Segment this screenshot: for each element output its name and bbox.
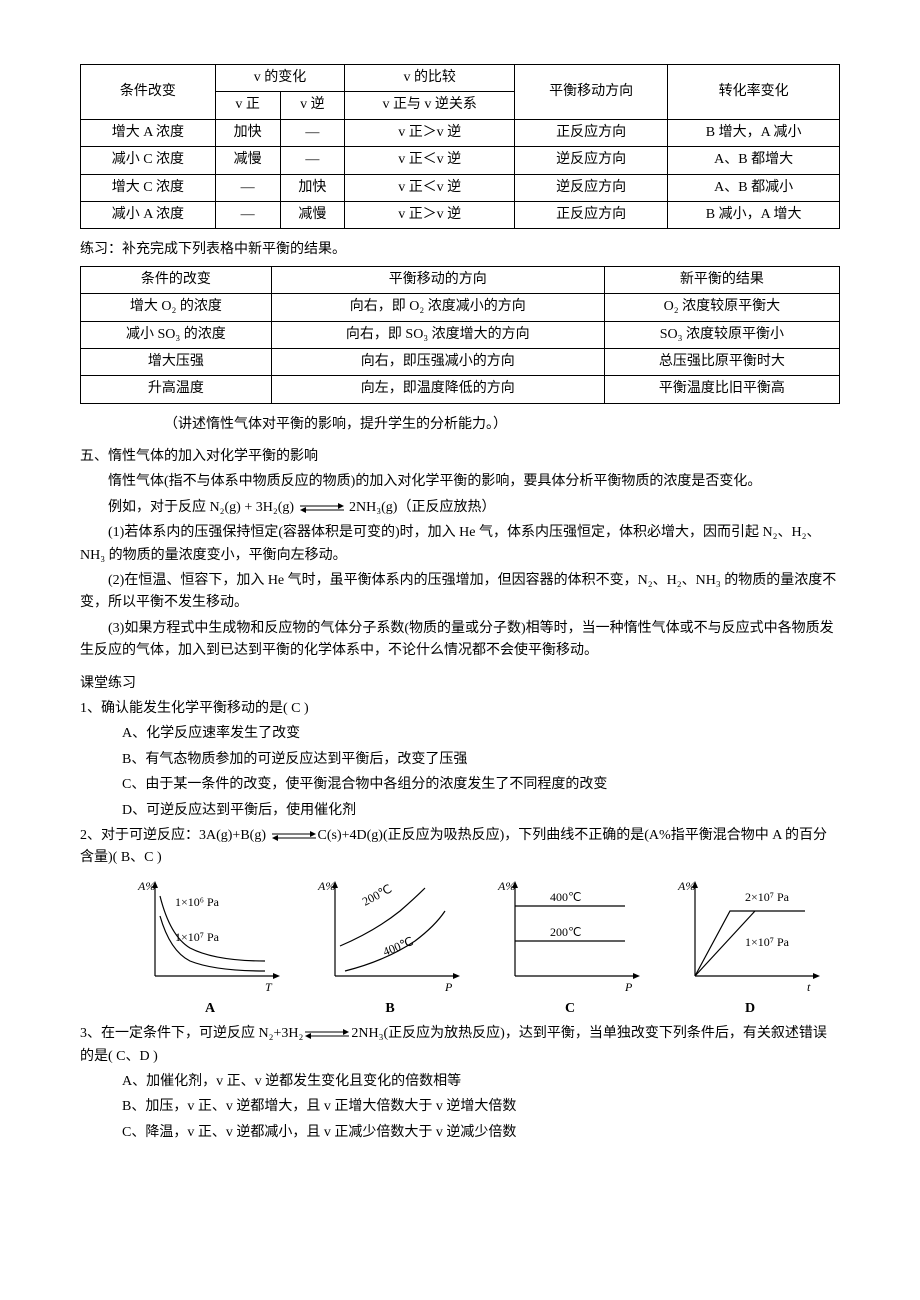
chart-ylabel: A% — [317, 879, 335, 893]
q3-opt-c: C、降温，v 正、v 逆都减小，且 v 正减少倍数大于 v 逆减少倍数 — [80, 1122, 840, 1144]
chart-label-b: B — [315, 998, 465, 1020]
equilibrium-arrow-icon — [270, 830, 318, 842]
chart-label-c: C — [495, 998, 645, 1020]
table-row: 增大 C 浓度—加快v 正＜v 逆逆反应方向A、B 都减小 — [81, 174, 840, 201]
chart-a-curve1: 1×10⁶ Pa — [175, 895, 220, 909]
chart-a-xaxis: T — [265, 980, 273, 994]
t1-h2: v 的变化 — [215, 65, 345, 92]
chart-d-xaxis: t — [807, 980, 811, 994]
chart-labels: A B C D — [120, 998, 840, 1020]
exercise-intro: 练习：补充完成下列表格中新平衡的结果。 — [80, 239, 840, 261]
chart-label-a: A — [135, 998, 285, 1020]
chart-d: A% 2×10⁷ Pa 1×10⁷ Pa t — [675, 876, 825, 996]
q3-stem: 3、在一定条件下，可逆反应 N₂+3H₂2NH₃(正反应为放热反应)，达到平衡，… — [80, 1023, 840, 1068]
teaching-note: （讲述惰性气体对平衡的影响，提升学生的分析能力。） — [80, 414, 840, 436]
chart-label-d: D — [675, 998, 825, 1020]
chart-d-line2: 1×10⁷ Pa — [745, 935, 790, 949]
equilibrium-arrow-icon — [303, 1028, 351, 1040]
table-row: 升高温度向左，即温度降低的方向平衡温度比旧平衡高 — [81, 376, 840, 403]
chart-ylabel: A% — [677, 879, 695, 893]
chart-b-xaxis: P — [444, 980, 453, 994]
chart-c-xaxis: P — [624, 980, 633, 994]
chart-b: A% 200℃ 400℃ P — [315, 876, 465, 996]
chart-b-curve1: 200℃ — [360, 881, 394, 908]
section5-p3: (1)若体系内的压强保持恒定(容器体积是可变的)时，加入 He 气，体系内压强恒… — [80, 522, 840, 567]
practice-title: 课堂练习 — [80, 673, 840, 695]
table-row: 增大 O₂ 的浓度向右，即 O₂ 浓度减小的方向O₂ 浓度较原平衡大 — [81, 294, 840, 321]
table-row: 增大 A 浓度加快—v 正＞v 逆正反应方向B 增大，A 减小 — [81, 119, 840, 146]
table-row: 减小 A 浓度—减慢v 正＞v 逆正反应方向B 减小，A 增大 — [81, 201, 840, 228]
q3-opt-a: A、加催化剂，v 正、v 逆都发生变化且变化的倍数相等 — [80, 1071, 840, 1093]
t2-h2: 平衡移动的方向 — [271, 266, 604, 293]
chart-a-curve2: 1×10⁷ Pa — [175, 930, 220, 944]
q2-stem: 2、对于可逆反应：3A(g)+B(g) C(s)+4D(g)(正反应为吸热反应)… — [80, 825, 840, 870]
table-conditions: 条件改变 v 的变化 v 的比较 平衡移动方向 转化率变化 v 正 v 逆 v … — [80, 64, 840, 229]
q1-opt-d: D、可逆反应达到平衡后，使用催化剂 — [80, 800, 840, 822]
section5-p5: (3)如果方程式中生成物和反应物的气体分子系数(物质的量或分子数)相等时，当一种… — [80, 618, 840, 663]
t1-sh1: v 正 — [215, 92, 280, 119]
equilibrium-arrow-icon — [298, 502, 346, 514]
t1-h3: v 的比较 — [345, 65, 515, 92]
chart-c-line2: 200℃ — [550, 925, 581, 939]
q1-opt-c: C、由于某一条件的改变，使平衡混合物中各组分的浓度发生了不同程度的改变 — [80, 774, 840, 796]
table-row: 减小 C 浓度减慢—v 正＜v 逆逆反应方向A、B 都增大 — [81, 147, 840, 174]
q1-opt-b: B、有气态物质参加的可逆反应达到平衡后，改变了压强 — [80, 749, 840, 771]
chart-c: A% 400℃ 200℃ P — [495, 876, 645, 996]
q1-opt-a: A、化学反应速率发生了改变 — [80, 723, 840, 745]
chart-b-curve2: 400℃ — [381, 934, 415, 959]
table-row: 增大压强向右，即压强减小的方向总压强比原平衡时大 — [81, 348, 840, 375]
chart-c-line1: 400℃ — [550, 890, 581, 904]
q3-opt-b: B、加压，v 正、v 逆都增大，且 v 正增大倍数大于 v 逆增大倍数 — [80, 1096, 840, 1118]
t1-sh3: v 正与 v 逆关系 — [345, 92, 515, 119]
chart-ylabel: A% — [497, 879, 515, 893]
table-equilibrium: 条件的改变 平衡移动的方向 新平衡的结果 增大 O₂ 的浓度向右，即 O₂ 浓度… — [80, 266, 840, 404]
section5-p4: (2)在恒温、恒容下，加入 He 气时，虽平衡体系内的压强增加，但因容器的体积不… — [80, 570, 840, 615]
table-row: 减小 SO₃ 的浓度向右，即 SO₃ 浓度增大的方向SO₃ 浓度较原平衡小 — [81, 321, 840, 348]
chart-ylabel: A% — [137, 879, 155, 893]
charts-row: A% 1×10⁶ Pa 1×10⁷ Pa T A% 200℃ 400℃ P — [120, 876, 840, 996]
t1-h5: 转化率变化 — [668, 65, 840, 120]
t1-h4: 平衡移动方向 — [515, 65, 668, 120]
section5-p2: 例如，对于反应 N₂(g) + 3H₂(g) 2NH₃(g)（正反应放热） — [80, 497, 840, 519]
chart-a: A% 1×10⁶ Pa 1×10⁷ Pa T — [135, 876, 285, 996]
t1-sh2: v 逆 — [280, 92, 345, 119]
section5-title: 五、惰性气体的加入对化学平衡的影响 — [80, 446, 840, 468]
chart-d-line1: 2×10⁷ Pa — [745, 890, 790, 904]
section5-p1: 惰性气体(指不与体系中物质反应的物质)的加入对化学平衡的影响，要具体分析平衡物质… — [80, 471, 840, 493]
t2-h1: 条件的改变 — [81, 266, 272, 293]
t2-h3: 新平衡的结果 — [604, 266, 839, 293]
q1-stem: 1、确认能发生化学平衡移动的是( C ) — [80, 698, 840, 720]
t1-h1: 条件改变 — [81, 65, 216, 120]
